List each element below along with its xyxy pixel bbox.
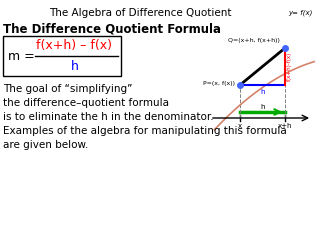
- Text: The Difference Quotient Formula: The Difference Quotient Formula: [3, 22, 221, 35]
- Text: m =: m =: [8, 49, 39, 62]
- Text: f(x+h) – f(x): f(x+h) – f(x): [36, 40, 112, 53]
- Text: y= f(x): y= f(x): [289, 10, 313, 17]
- Text: P=(x, f(x)): P=(x, f(x)): [203, 80, 235, 85]
- Text: x+h: x+h: [278, 123, 292, 129]
- Text: The Algebra of Difference Quotient: The Algebra of Difference Quotient: [49, 8, 231, 18]
- Text: h: h: [71, 60, 79, 72]
- Text: h: h: [260, 89, 265, 95]
- Text: Q=(x+h, f(x+h)): Q=(x+h, f(x+h)): [228, 38, 280, 43]
- Text: the difference–quotient formula: the difference–quotient formula: [3, 98, 169, 108]
- Text: h: h: [260, 104, 265, 110]
- Text: Examples of the algebra for manipulating this formula: Examples of the algebra for manipulating…: [3, 126, 287, 136]
- Text: is to eliminate the h in the denominator.: is to eliminate the h in the denominator…: [3, 112, 214, 122]
- Bar: [3, 36, 121, 76]
- Text: are given below.: are given below.: [3, 140, 88, 150]
- Text: f(x+h)-f(x): f(x+h)-f(x): [287, 52, 292, 81]
- Text: The goal of “simplifying”: The goal of “simplifying”: [3, 84, 132, 94]
- Text: x: x: [238, 123, 242, 129]
